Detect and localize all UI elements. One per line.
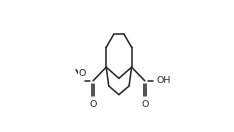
Text: O: O — [89, 100, 97, 109]
Text: OH: OH — [157, 76, 171, 85]
Text: O: O — [141, 100, 149, 109]
Text: O: O — [79, 69, 86, 78]
